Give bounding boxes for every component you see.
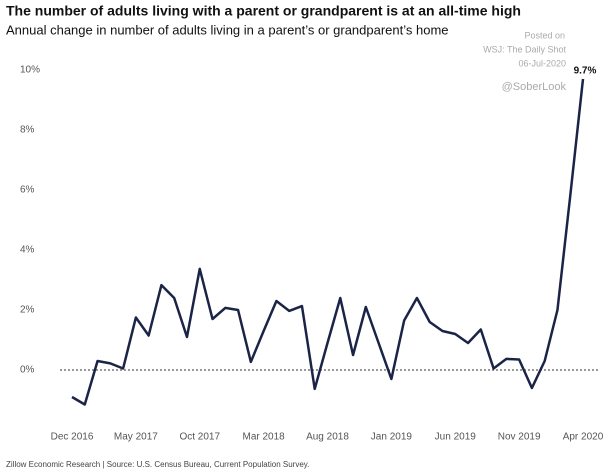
watermark: 06-Jul-2020 <box>518 58 566 68</box>
x-tick-label: Oct 2017 <box>179 432 220 443</box>
x-tick-label: Jun 2019 <box>435 432 477 443</box>
source-note: Zillow Economic Research | Source: U.S. … <box>6 460 309 469</box>
y-tick-label: 2% <box>20 305 35 316</box>
chart-title: The number of adults living with a paren… <box>6 3 521 19</box>
y-tick-label: 8% <box>20 125 35 136</box>
y-tick-label: 6% <box>20 185 35 196</box>
watermark: Posted on <box>524 30 565 40</box>
x-tick-label: Mar 2018 <box>243 432 286 443</box>
y-tick-label: 4% <box>20 245 35 256</box>
chart-subtitle: Annual change in number of adults living… <box>6 22 449 37</box>
x-tick-label: Dec 2016 <box>51 432 94 443</box>
x-tick-label: May 2017 <box>114 432 158 443</box>
x-tick-label: Apr 2020 <box>563 432 604 443</box>
value-label: 9.7% <box>574 66 597 77</box>
x-tick-label: Aug 2018 <box>306 432 349 443</box>
y-tick-label: 0% <box>20 365 35 376</box>
x-tick-label: Jan 2019 <box>371 432 413 443</box>
watermark: WSJ: The Daily Shot <box>483 44 566 54</box>
y-tick-label: 10% <box>20 65 40 76</box>
x-tick-label: Nov 2019 <box>498 432 541 443</box>
watermark: @SoberLook <box>502 81 567 93</box>
data-line <box>71 78 585 406</box>
